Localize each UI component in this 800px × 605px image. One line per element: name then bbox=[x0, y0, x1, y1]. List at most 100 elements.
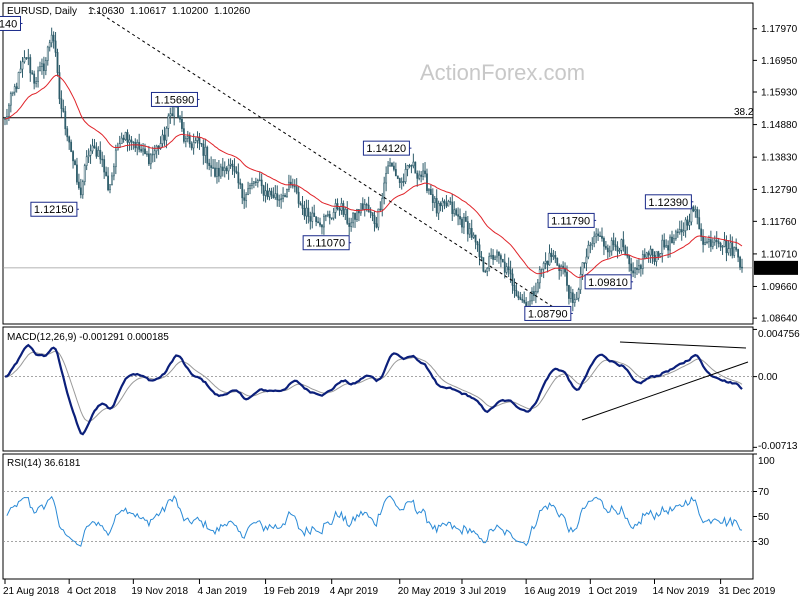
candle bbox=[190, 141, 193, 151]
candle bbox=[519, 291, 522, 301]
candle bbox=[533, 285, 535, 302]
candle bbox=[23, 50, 26, 64]
candle bbox=[186, 130, 189, 143]
candle bbox=[332, 207, 335, 221]
candle bbox=[379, 201, 382, 212]
price-panel-frame bbox=[2, 2, 754, 325]
price-callout: 1.08790 bbox=[524, 305, 573, 321]
candle bbox=[50, 27, 53, 48]
candle bbox=[739, 255, 741, 271]
candle bbox=[657, 250, 660, 260]
candle bbox=[336, 198, 339, 211]
candle bbox=[272, 187, 275, 199]
fib-38-2-label: 38.2 bbox=[734, 107, 754, 118]
candle bbox=[293, 179, 296, 193]
candle bbox=[46, 45, 49, 66]
candle bbox=[229, 158, 232, 169]
candle bbox=[709, 230, 712, 252]
candle bbox=[128, 134, 131, 151]
candle bbox=[614, 237, 617, 251]
candle bbox=[455, 207, 458, 217]
candle bbox=[558, 263, 561, 280]
candle bbox=[531, 287, 533, 305]
candle bbox=[673, 234, 675, 245]
callout-label: 1.08790 bbox=[528, 308, 568, 320]
candle bbox=[464, 210, 467, 222]
rsi-tick-label: 70 bbox=[758, 487, 770, 498]
callout-label: 1.15690 bbox=[154, 94, 194, 106]
candle bbox=[346, 201, 349, 225]
macd-panel-title: MACD(12,26,9) -0.001291 0.000185 bbox=[7, 332, 169, 343]
candle bbox=[727, 240, 730, 256]
current-price-box bbox=[754, 260, 798, 275]
candle bbox=[35, 76, 38, 88]
candle bbox=[124, 131, 127, 141]
candle bbox=[593, 231, 596, 248]
candle bbox=[457, 207, 459, 226]
candle bbox=[305, 199, 308, 224]
candle bbox=[321, 224, 323, 235]
candle bbox=[194, 137, 197, 144]
candle bbox=[488, 252, 491, 272]
macd-tick-label: 0.00 bbox=[758, 372, 778, 383]
candle bbox=[544, 252, 547, 270]
candle bbox=[352, 212, 354, 228]
candle bbox=[534, 282, 537, 304]
candle bbox=[282, 187, 284, 203]
candle bbox=[651, 248, 654, 264]
candle bbox=[109, 184, 111, 194]
candle bbox=[42, 56, 45, 79]
candlestick-series bbox=[4, 27, 743, 319]
candle bbox=[288, 174, 290, 193]
rsi-panel-title: RSI(14) 36.6181 bbox=[7, 458, 81, 469]
candle bbox=[414, 161, 417, 174]
candle bbox=[79, 178, 82, 199]
macd-resistance-line bbox=[619, 341, 747, 349]
candle bbox=[126, 129, 129, 152]
callout-label: 1.11070 bbox=[306, 238, 345, 250]
candle bbox=[698, 209, 701, 230]
rsi-guides bbox=[3, 491, 753, 542]
candle bbox=[731, 236, 734, 259]
candle bbox=[494, 255, 496, 261]
candle bbox=[307, 199, 310, 224]
rsi-tick-label: 50 bbox=[758, 512, 770, 523]
date-tick-label: 19 Nov 2018 bbox=[131, 586, 188, 597]
candle bbox=[221, 157, 224, 177]
candle bbox=[641, 250, 644, 275]
candle bbox=[499, 253, 502, 268]
candle bbox=[603, 236, 605, 256]
candle bbox=[361, 197, 364, 210]
candle bbox=[324, 214, 327, 222]
candle bbox=[470, 219, 473, 240]
callout-label: 1.12150 bbox=[34, 204, 74, 216]
candle bbox=[618, 247, 621, 254]
candle bbox=[107, 167, 109, 192]
candle bbox=[243, 189, 246, 209]
candle bbox=[667, 240, 670, 259]
candle bbox=[270, 187, 273, 200]
candle bbox=[515, 283, 518, 297]
candle bbox=[474, 234, 477, 250]
candle bbox=[114, 144, 117, 175]
candle bbox=[711, 238, 714, 250]
candle bbox=[437, 200, 440, 221]
candle bbox=[365, 202, 368, 212]
candle bbox=[422, 163, 424, 181]
candle bbox=[319, 217, 321, 228]
candle bbox=[655, 251, 658, 267]
candle bbox=[420, 171, 423, 183]
callout-label: 1.14120 bbox=[366, 143, 406, 155]
candle bbox=[138, 133, 141, 153]
rsi-line bbox=[6, 495, 743, 547]
candle bbox=[245, 192, 248, 208]
candle bbox=[95, 142, 98, 159]
candle bbox=[713, 235, 716, 246]
candle bbox=[116, 142, 119, 151]
price-tick-label: 1.13830 bbox=[761, 153, 798, 164]
candle bbox=[274, 185, 277, 200]
candle bbox=[505, 262, 508, 275]
candle bbox=[280, 193, 283, 209]
candle bbox=[606, 244, 609, 260]
price-tick-label: 1.11760 bbox=[761, 217, 797, 228]
